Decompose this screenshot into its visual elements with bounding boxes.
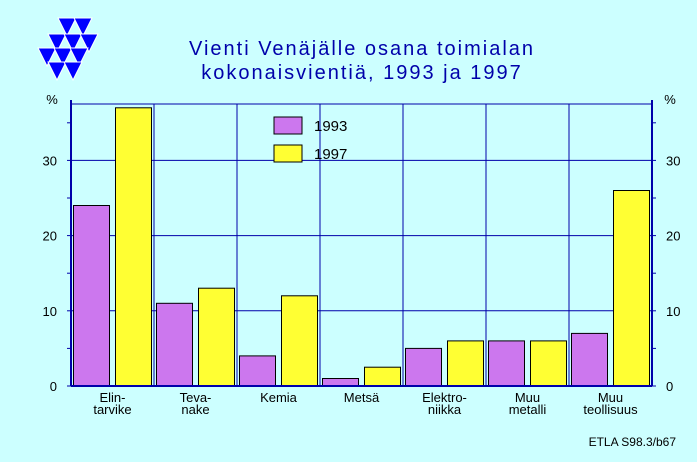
- logo-triangle: [47, 33, 67, 54]
- category-label-1: Teva-: [180, 390, 212, 405]
- legend-label-1993: 1993: [314, 118, 347, 135]
- bar-1993-5: [488, 340, 525, 387]
- category-label-4: niikka: [428, 402, 462, 417]
- y-tick-label-left: 0: [50, 379, 57, 394]
- category-label-2: Kemia: [260, 390, 298, 405]
- category-label-0: tarvike: [93, 402, 131, 417]
- category-label-1: nake: [181, 402, 209, 417]
- chart-title-line-1: Vienti Venäjälle osana toimialan: [189, 38, 535, 60]
- legend: 1993 1997: [273, 116, 347, 163]
- bar-1993-4: [405, 347, 442, 387]
- legend-swatch-1993: [273, 116, 303, 135]
- y-tick-label-right: 0: [666, 379, 673, 394]
- bar-1997-6: [613, 190, 650, 387]
- bar-1993-3: [322, 378, 359, 387]
- bar-1997-0: [115, 107, 152, 387]
- bar-1997-2: [281, 295, 318, 387]
- logo-triangle: [37, 47, 57, 68]
- y-tick-label-left: 20: [43, 229, 57, 244]
- bar-1993-6: [571, 332, 608, 387]
- y-tick-labels: 0 0 10 10 20 20 30 30: [43, 153, 681, 394]
- legend-swatch-1997: [273, 144, 303, 163]
- y-tick-label-right: 20: [666, 229, 680, 244]
- bar-1993-0: [73, 205, 110, 387]
- bars-group: [73, 107, 650, 387]
- category-label-5: metalli: [509, 402, 547, 417]
- bar-1997-3: [364, 366, 401, 387]
- source-note: ETLA S98.3/b67: [589, 435, 677, 449]
- triangle-logo-icon: [37, 17, 99, 82]
- y-axis-unit-left: %: [46, 92, 58, 107]
- bar-1993-1: [156, 302, 193, 387]
- bar-1993-2: [239, 355, 276, 387]
- y-tick-label-left: 30: [43, 153, 57, 168]
- logo-triangle: [47, 61, 67, 82]
- y-axis-unit-right: %: [664, 92, 676, 107]
- y-tick-label-right: 10: [666, 304, 680, 319]
- logo-triangle: [63, 33, 83, 54]
- grid-lines: [71, 103, 652, 386]
- category-labels: Elin-tarvike Teva-nake Kemia Metsä Elektro-n…: [93, 390, 638, 417]
- logo-triangle: [73, 17, 93, 38]
- logo-triangle: [63, 61, 83, 82]
- axes: [67, 100, 656, 387]
- logo-triangle: [69, 47, 89, 68]
- category-label-5: Muu: [515, 390, 540, 405]
- bar-1997-1: [198, 287, 235, 387]
- logo-triangle: [53, 47, 73, 68]
- category-label-6: Muu: [598, 390, 623, 405]
- category-label-0: Elin-: [99, 390, 125, 405]
- y-tick-label-right: 30: [666, 153, 680, 168]
- y-tick-label-left: 10: [43, 304, 57, 319]
- category-label-6: teollisuus: [583, 402, 638, 417]
- chart-title-line-2: kokonaisvientiä, 1993 ja 1997: [201, 62, 523, 84]
- bar-1997-5: [530, 340, 567, 387]
- bar-1997-4: [447, 340, 484, 387]
- category-label-3: Metsä: [344, 390, 380, 405]
- logo-triangle: [57, 17, 77, 38]
- logo-triangle: [79, 33, 99, 54]
- legend-label-1997: 1997: [314, 146, 347, 163]
- category-label-4: Elektro-: [422, 390, 467, 405]
